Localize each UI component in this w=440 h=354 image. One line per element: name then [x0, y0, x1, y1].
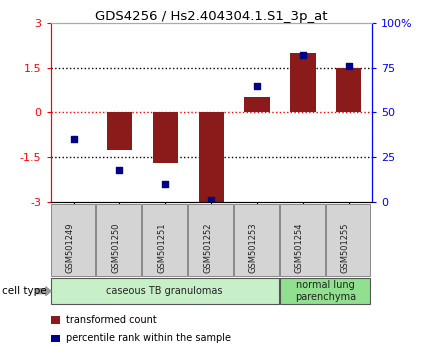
Point [345, 63, 352, 69]
Text: GSM501251: GSM501251 [157, 222, 166, 273]
Text: GSM501253: GSM501253 [249, 222, 258, 273]
Bar [336, 68, 362, 113]
Bar [107, 113, 132, 150]
Point [70, 136, 77, 142]
Text: GSM501252: GSM501252 [203, 222, 212, 273]
Bar [245, 97, 270, 113]
Point [116, 167, 123, 172]
Bar [198, 113, 224, 202]
Text: transformed count: transformed count [66, 315, 157, 325]
Point [162, 181, 169, 187]
Text: cell type: cell type [2, 286, 47, 296]
Text: normal lung
parenchyma: normal lung parenchyma [295, 280, 356, 302]
Point [208, 197, 215, 203]
Text: GSM501250: GSM501250 [111, 222, 120, 273]
Point [253, 83, 260, 88]
Text: percentile rank within the sample: percentile rank within the sample [66, 333, 231, 343]
Point [300, 52, 307, 58]
Text: GDS4256 / Hs2.404304.1.S1_3p_at: GDS4256 / Hs2.404304.1.S1_3p_at [95, 10, 327, 23]
Bar [290, 53, 315, 113]
Text: GSM501249: GSM501249 [66, 222, 74, 273]
Text: caseous TB granulomas: caseous TB granulomas [106, 286, 223, 296]
Text: GSM501254: GSM501254 [295, 222, 304, 273]
Text: GSM501255: GSM501255 [341, 222, 350, 273]
Bar [153, 113, 178, 163]
